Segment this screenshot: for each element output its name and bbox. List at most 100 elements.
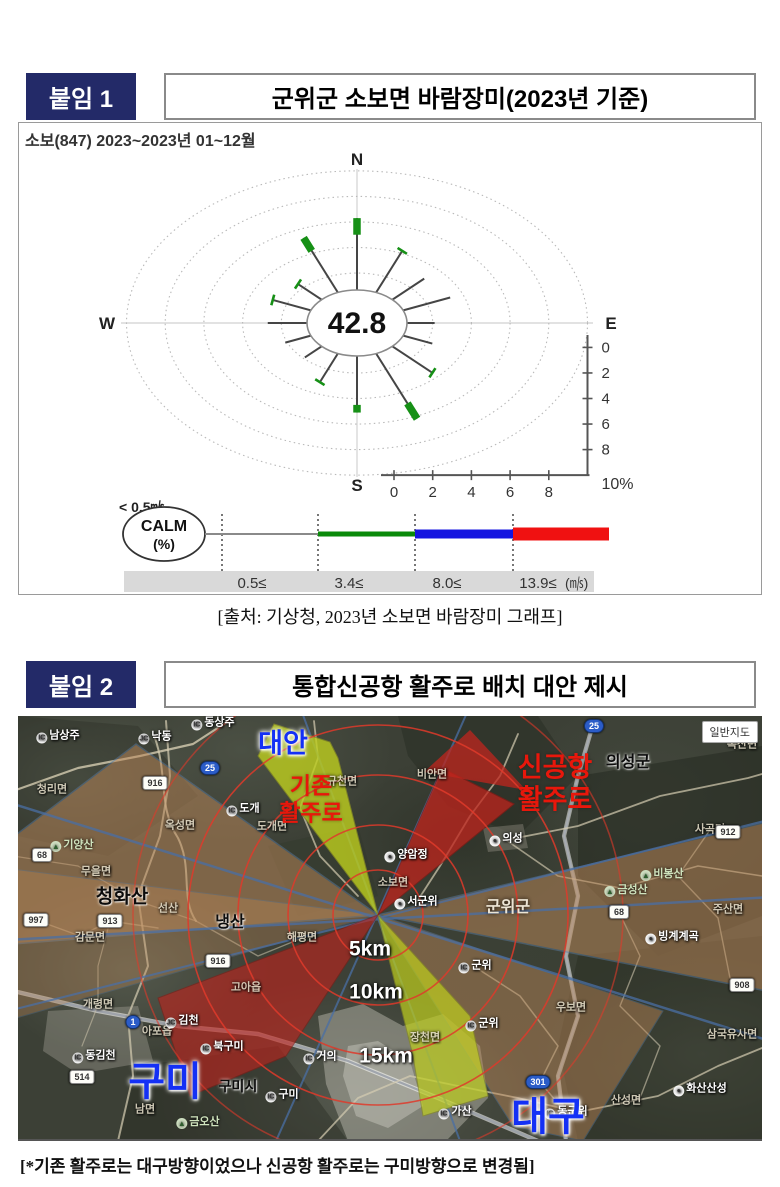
map-place-해평면: 해평면 bbox=[286, 931, 318, 944]
rose-grid-ring bbox=[125, 170, 589, 476]
new-runway-wedge-north bbox=[377, 767, 515, 916]
new-runway-wedge-south bbox=[157, 913, 380, 1097]
poi-icon: ● bbox=[394, 898, 406, 910]
attachment2-header: 붙임 2 통합신공항 활주로 배치 대안 제시 bbox=[0, 661, 780, 709]
legend-bin-label: 0.5≤ bbox=[237, 575, 266, 592]
map-place-옥산면: 옥산면 bbox=[726, 738, 758, 751]
alternative-sector-west-upper bbox=[18, 743, 381, 945]
map-place-옥성면: 옥성면 bbox=[164, 819, 196, 832]
label-alternative: 대안 bbox=[258, 728, 308, 759]
windrose-marker-SSE bbox=[404, 401, 421, 421]
label-new-airport-runway-1: 신공항 bbox=[517, 752, 593, 783]
map-place-동상주: IC 동상주 bbox=[191, 716, 235, 731]
ic-icon: IC bbox=[36, 732, 48, 744]
road-shield-68: 68 bbox=[31, 848, 53, 862]
map-graphics bbox=[18, 716, 762, 1139]
map-place-의성군: 의성군 bbox=[605, 754, 651, 771]
h-tick-label: 6 bbox=[506, 484, 514, 501]
v-tick-label: 0 bbox=[602, 339, 610, 356]
v-tick-label: 2 bbox=[602, 365, 610, 382]
map-place-삼국유사면: 삼국유사면 bbox=[706, 1028, 758, 1041]
map-type-button[interactable]: 일반지도 bbox=[701, 721, 758, 743]
label-existing-runway-1: 기존 bbox=[289, 772, 333, 799]
map-place-선산: 선산 bbox=[157, 902, 179, 915]
ic-icon: IC bbox=[465, 1020, 477, 1032]
map-place-금오산: ▲ 금오산 bbox=[176, 1116, 220, 1129]
rose-grid-ring bbox=[164, 195, 550, 451]
ic-icon: IC bbox=[265, 1091, 277, 1103]
map-place-양암정: ● 양암정 bbox=[384, 849, 428, 863]
map-place-개령면: 개령면 bbox=[82, 998, 114, 1011]
map-labels-layer: IC 남상주 JC 낙동 IC 동상주 청리면 옥성면 ▲ 기양산 무을면 감문면 개령면 아포읍 JC 김천… bbox=[18, 716, 762, 1139]
legend-bin-label: 3.4≤ bbox=[334, 575, 363, 592]
existing-runway-wedge-north bbox=[257, 723, 379, 916]
map-place-장천면: 장천면 bbox=[409, 1031, 441, 1044]
ic-icon: IC bbox=[226, 805, 238, 817]
poi-icon: ● bbox=[645, 933, 657, 945]
map-place-도개: IC 도개 bbox=[226, 802, 260, 817]
poi-icon: ● bbox=[673, 1085, 685, 1097]
calm-legend-line2: (%) bbox=[153, 536, 175, 552]
jc-icon: JC bbox=[138, 733, 150, 745]
label-gumi: 구미 bbox=[128, 1060, 202, 1104]
new-runway-wedges bbox=[157, 730, 526, 1097]
compass-label-e: E bbox=[605, 314, 616, 333]
map-place-청리면: 청리면 bbox=[36, 783, 68, 796]
windrose-panel: 소보(847) 2023~2023년 01~12월 42.8 N S W E 0 0 2 2 4 4… bbox=[18, 122, 762, 595]
road-shield-916: 916 bbox=[142, 776, 168, 790]
map-place-금성산: ▲ 금성산 bbox=[604, 884, 648, 897]
calm-circle bbox=[306, 289, 408, 357]
rose-grid-ring bbox=[203, 221, 511, 425]
map-place-동군위: IC 동군위 bbox=[544, 1105, 588, 1120]
ring-15km bbox=[237, 774, 519, 1056]
ic-icon: IC bbox=[72, 1052, 84, 1064]
legend-unit-label: (㎧) bbox=[565, 575, 588, 592]
h-tick-label: 8 bbox=[545, 484, 553, 501]
map-place-소보면: 소보면 bbox=[377, 876, 409, 889]
map-place-우보면: 우보면 bbox=[555, 1001, 587, 1014]
distance-label-15km: 15km bbox=[359, 1044, 413, 1068]
legend-bin-label: 8.0≤ bbox=[432, 575, 461, 592]
h-tick-label: 0 bbox=[390, 484, 398, 501]
compass-label-n: N bbox=[351, 150, 363, 169]
h-tick-label: 4 bbox=[467, 484, 475, 501]
jc-icon: JC bbox=[165, 1017, 177, 1029]
map-place-감문면: 감문면 bbox=[74, 931, 106, 944]
map-place-비봉산: ▲ 비봉산 bbox=[640, 868, 684, 881]
ic-icon: IC bbox=[544, 1108, 556, 1120]
legend-band bbox=[124, 571, 594, 595]
mtn-icon: ▲ bbox=[604, 886, 616, 897]
ic-icon: IC bbox=[191, 719, 203, 731]
map-place-구미시: 구미시 bbox=[218, 1078, 258, 1094]
map-place-도개면: 도개면 bbox=[256, 820, 288, 833]
v-tick-label: 8 bbox=[602, 442, 610, 459]
attachment1-badge: 붙임 1 bbox=[26, 73, 136, 120]
map-place-고아읍: 고아읍 bbox=[230, 981, 262, 994]
attachment2-footnote: [*기존 활주로는 대구방향이었으나 신공항 활주로는 구미방향으로 변경됨] bbox=[20, 1157, 535, 1176]
ring-20km bbox=[187, 724, 569, 1106]
mtn-icon: ▲ bbox=[640, 870, 652, 881]
label-daegu: 대구 bbox=[511, 1095, 585, 1139]
map-place-남면: 남면 bbox=[134, 1103, 156, 1116]
calm-percent-value: 42.8 bbox=[328, 307, 386, 340]
windrose-station-title: 소보(847) 2023~2023년 01~12월 bbox=[25, 133, 256, 150]
map-place-군위군: 군위군 bbox=[485, 899, 531, 916]
road-shield-514: 514 bbox=[69, 1070, 95, 1084]
road-shield-301: 301 bbox=[525, 1075, 551, 1089]
attachment1-caption: [출처: 기상청, 2023년 소보면 바람장미 그래프] bbox=[217, 607, 563, 627]
road-shield-25: 25 bbox=[199, 761, 221, 775]
label-existing-runway-2: 활주로 bbox=[279, 799, 343, 826]
map-place-구미: IC 구미 bbox=[265, 1088, 299, 1103]
h-tick-label: 2 bbox=[429, 484, 437, 501]
compass-label-w: W bbox=[99, 314, 116, 333]
v-tick-label: 6 bbox=[602, 416, 610, 433]
legend-bin-label: 13.9≤ bbox=[519, 575, 556, 592]
mtn-icon: ▲ bbox=[176, 1118, 188, 1129]
ring-10km bbox=[287, 824, 469, 1006]
road-shield-912: 912 bbox=[715, 825, 741, 839]
attachment2-title: 통합신공항 활주로 배치 대안 제시 bbox=[164, 661, 756, 708]
ic-icon: IC bbox=[458, 962, 470, 974]
map-place-냉산: 냉산 bbox=[215, 914, 245, 931]
windrose-marker-SE bbox=[428, 367, 437, 379]
